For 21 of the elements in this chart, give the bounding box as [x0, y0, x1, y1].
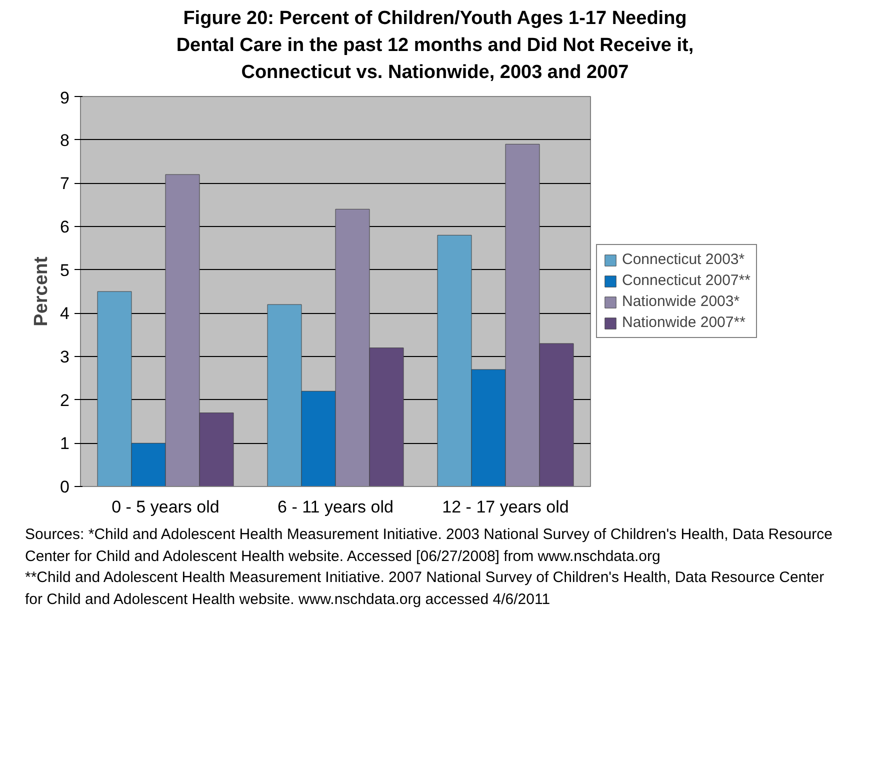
y-tick-label: 8: [60, 131, 70, 150]
y-tick-label: 4: [60, 304, 70, 324]
y-tick-label: 7: [60, 174, 70, 194]
x-tick-label: 12 - 17 years old: [442, 498, 569, 517]
x-tick-label: 6 - 11 years old: [278, 498, 394, 517]
y-tick-label: 6: [60, 218, 70, 237]
legend-label: Connecticut 2007**: [622, 272, 750, 290]
y-tick-label: 5: [60, 261, 70, 280]
source-note: Sources: *Child and Adolescent Health Measurement Initiative. 2003 National Survey of Children's Health, Data Resource Center for Child and Adolescent Health website. Accessed [06/27/2008] from www.nschdata.org: [25, 525, 834, 567]
y-tick-label: 0: [60, 478, 70, 497]
y-tick-label: 2: [60, 391, 70, 410]
y-tick-label: 9: [60, 88, 70, 108]
y-tick-label: 3: [60, 348, 70, 367]
legend-label: Nationwide 2003*: [622, 293, 740, 310]
x-tick-label: 0 - 5 years old: [112, 498, 220, 517]
text: **Child and Adolescent Health Measurement Initiative. 2007 National Survey of Children's Health, Data Resource Center for Child and Adolescent Health website. www.nschdata.org accessed 4/6/2011: [25, 568, 826, 610]
chart-title: Figure 20: Percent of Children/Youth Ages 1-17 Needing Dental Care in the past 12 months and Did Not Receive it, Connecticut vs. Nationwide, 2003 and 2007: [175, 7, 695, 86]
y-axis-title: Percent: [31, 256, 52, 327]
y-tick-label: 1: [60, 434, 70, 454]
legend-label: Nationwide 2007**: [622, 314, 746, 332]
legend-label: Connecticut 2003*: [622, 251, 745, 268]
